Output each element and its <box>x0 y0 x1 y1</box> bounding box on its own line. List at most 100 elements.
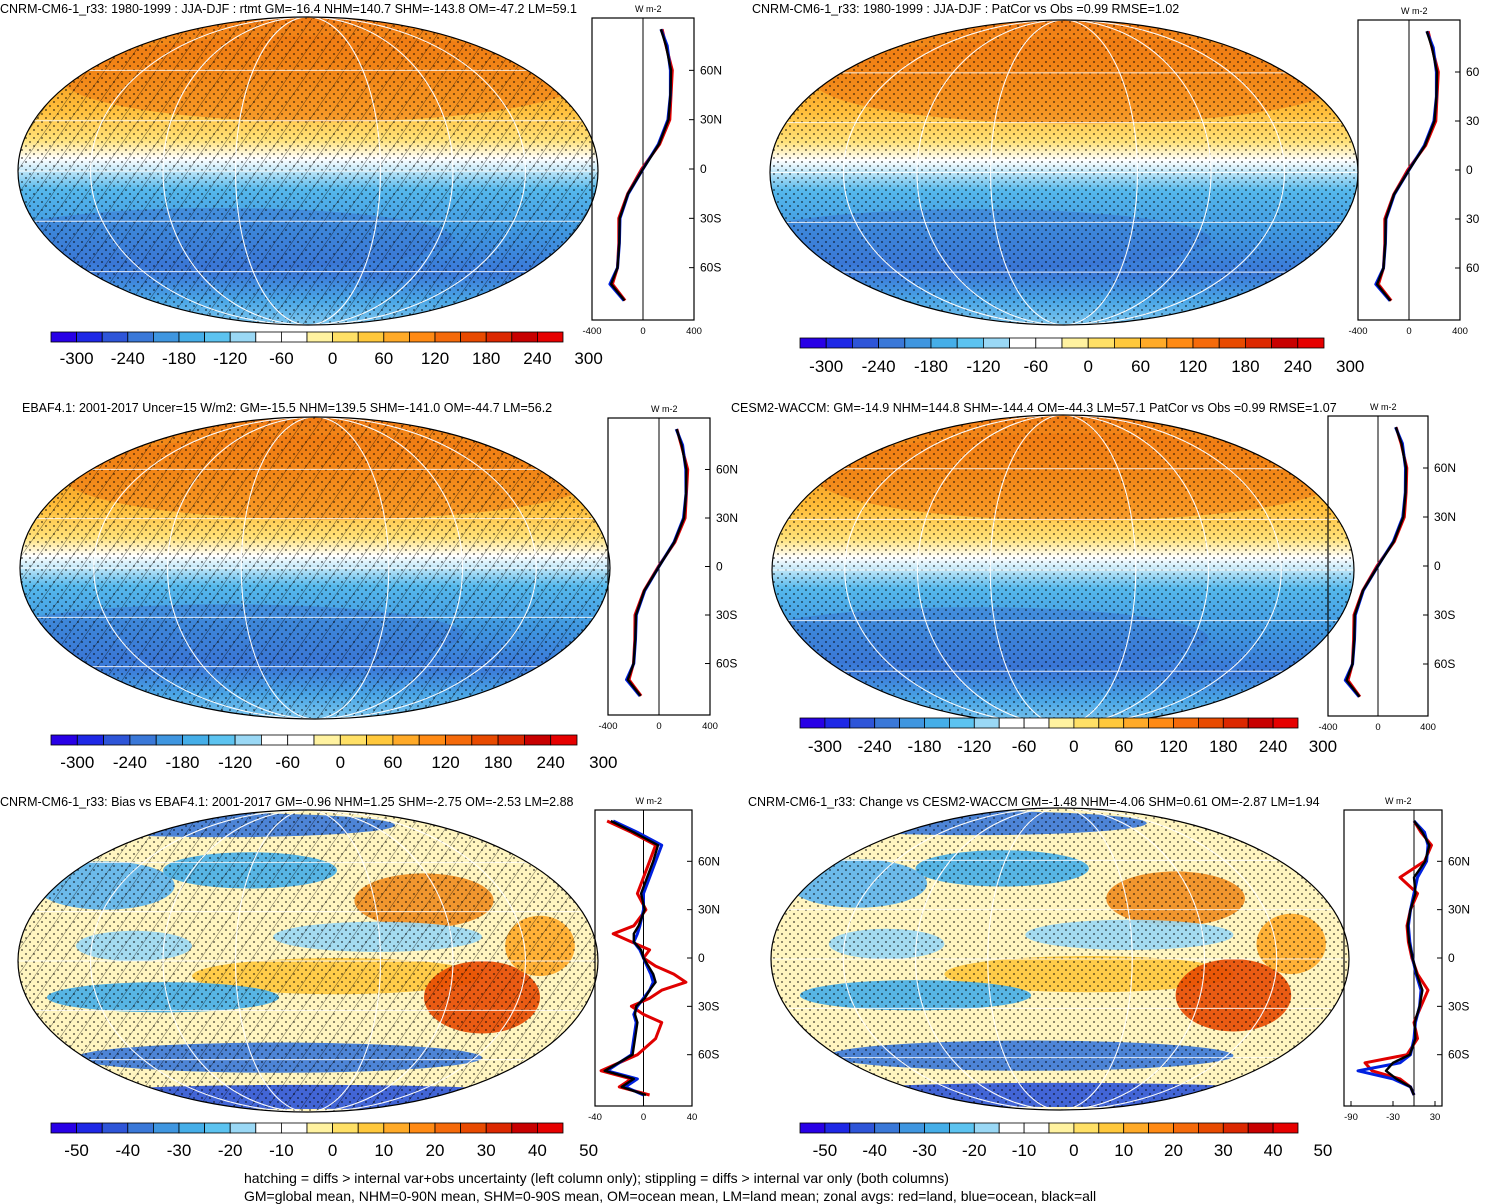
zonal-y-tick-label: 0 <box>1466 163 1473 177</box>
colorbar-swatch <box>1173 717 1199 729</box>
footnote-line-2: GM=global mean, NHM=0-90N mean, SHM=0-90… <box>244 1188 1097 1204</box>
map-5 <box>18 810 598 1112</box>
colorbar-swatch <box>234 734 262 746</box>
colorbar-swatch <box>445 734 473 746</box>
colorbar-swatch <box>824 1122 851 1134</box>
colorbar-swatch <box>924 717 950 729</box>
colorbar-swatch <box>1222 1122 1249 1134</box>
colorbar-swatch <box>1048 1122 1075 1134</box>
zonal-y-tick-label: 30S <box>1434 608 1455 622</box>
zonal-y-tick-label: 30S <box>1448 999 1469 1013</box>
colorbar-swatch <box>973 717 1000 729</box>
colorbar-swatch <box>1114 337 1142 349</box>
colorbar-swatch <box>1048 717 1075 729</box>
colorbar-swatch <box>260 734 289 746</box>
colorbar-4: -300 -240 -180 -120 -60 0 60 120 180 240 300 <box>799 717 1337 756</box>
colorbar-label: 300 <box>589 753 617 772</box>
colorbar-swatch <box>874 717 901 729</box>
colorbar-swatch <box>1073 717 1100 729</box>
colorbar-label: 240 <box>1259 737 1287 756</box>
zonal-plot-6: W m-2 60N 30N 0 30S 60S -90 -30 30 <box>1343 796 1470 1123</box>
panel-title-6: CNRM-CM6-1_r33: Change vs CESM2-WACCM GM… <box>748 795 1320 809</box>
colorbar-swatch <box>1245 337 1273 349</box>
colorbar-label: 60 <box>1114 737 1133 756</box>
colorbar-3: -300 -240 -180 -120 -60 0 60 120 180 240 300 <box>50 734 617 772</box>
zonal-x-tick-label: 0 <box>656 721 661 732</box>
colorbar-label: -120 <box>957 737 991 756</box>
zonal-y-tick-label: 0 <box>698 951 705 965</box>
colorbar-label: 60 <box>1131 357 1150 376</box>
colorbar-label: -180 <box>165 753 199 772</box>
zonal-series-all <box>1345 426 1408 698</box>
meridian <box>93 417 537 719</box>
zonal-x-tick-label: 0 <box>641 1112 646 1123</box>
colorbar-label: -120 <box>966 357 1000 376</box>
zonal-series-land <box>1376 30 1440 302</box>
colorbar-label: 0 <box>1069 1141 1078 1160</box>
colorbar-label: 240 <box>537 753 565 772</box>
colorbar-swatch <box>949 717 975 729</box>
panel-title-1: CNRM-CM6-1_r33: 1980-1999 : JJA-DJF : rt… <box>0 2 577 16</box>
meridian <box>162 17 454 325</box>
meridian <box>915 808 1205 1110</box>
zonal-units: W m-2 <box>1370 402 1397 412</box>
colorbar-swatch <box>460 331 487 343</box>
meridian <box>167 417 463 719</box>
colorbar-swatch <box>511 1122 538 1134</box>
colorbar-label: -30 <box>167 1141 192 1160</box>
colorbar-6: -50 -40 -30 -20 -10 0 10 20 30 40 50 <box>799 1122 1332 1160</box>
colorbar-label: -300 <box>60 349 94 368</box>
colorbar-1: -300 -240 -180 -120 -60 0 60 120 180 240 300 <box>50 331 603 368</box>
map-outline <box>17 809 599 1113</box>
colorbar-swatch <box>1218 337 1246 349</box>
colorbar-swatch <box>366 734 394 746</box>
colorbar-swatch <box>357 1122 385 1134</box>
colorbar-swatch <box>1222 717 1249 729</box>
colorbar-swatch <box>101 331 129 343</box>
zonal-plot-1: W m-2 60N 30N 0 30S 60S -400 0 400 <box>582 4 722 337</box>
map-4 <box>772 415 1354 725</box>
zonal-y-tick-label: 0 <box>700 162 707 176</box>
colorbar-swatch <box>983 337 1011 349</box>
zonal-y-tick-label: 30N <box>716 511 738 525</box>
zonal-series-all <box>626 428 688 697</box>
colorbar-swatch <box>280 1122 308 1134</box>
colorbar-swatch <box>76 331 103 343</box>
zonal-series-all <box>1384 820 1431 1096</box>
colorbar-swatch <box>899 717 925 729</box>
zonal-units: W m-2 <box>635 4 662 14</box>
colorbar-label: -50 <box>813 1141 838 1160</box>
colorbar-label: 300 <box>574 349 602 368</box>
colorbar-swatch <box>287 734 315 746</box>
panel-title-3: EBAF4.1: 2001-2017 Uncer=15 W/m2: GM=-15… <box>22 401 553 415</box>
meridian <box>843 20 1285 325</box>
colorbar-2: -300 -240 -180 -120 -60 0 60 120 180 240 300 <box>799 337 1364 376</box>
colorbar-swatch <box>1061 337 1089 349</box>
colorbar-swatch <box>434 331 462 343</box>
colorbar-swatch <box>383 331 410 343</box>
colorbar-5: -50 -40 -30 -20 -10 0 10 20 30 40 50 <box>50 1122 598 1160</box>
colorbar-label: 240 <box>523 349 551 368</box>
colorbar-label: 30 <box>477 1141 496 1160</box>
colorbar-swatch <box>1023 1122 1050 1134</box>
colorbar-swatch <box>998 1122 1025 1134</box>
colorbar-swatch <box>537 1122 564 1134</box>
colorbar-label: 120 <box>421 349 449 368</box>
colorbar-swatch <box>956 337 984 349</box>
colorbar-swatch <box>852 337 880 349</box>
colorbar-swatch <box>408 1122 436 1134</box>
colorbar-swatch <box>1148 717 1174 729</box>
zonal-series-land <box>1346 426 1409 698</box>
colorbar-label: -120 <box>213 349 247 368</box>
meridian <box>235 810 381 1112</box>
colorbar-swatch <box>1272 1122 1299 1134</box>
colorbar-swatch <box>434 1122 462 1134</box>
colorbar-label: 180 <box>1209 737 1237 756</box>
colorbar-swatch <box>155 734 183 746</box>
colorbar-label: -20 <box>218 1141 243 1160</box>
colorbar-label: 120 <box>431 753 459 772</box>
meridian <box>916 20 1212 325</box>
colorbar-swatch <box>392 734 420 746</box>
colorbar-swatch <box>50 734 78 746</box>
